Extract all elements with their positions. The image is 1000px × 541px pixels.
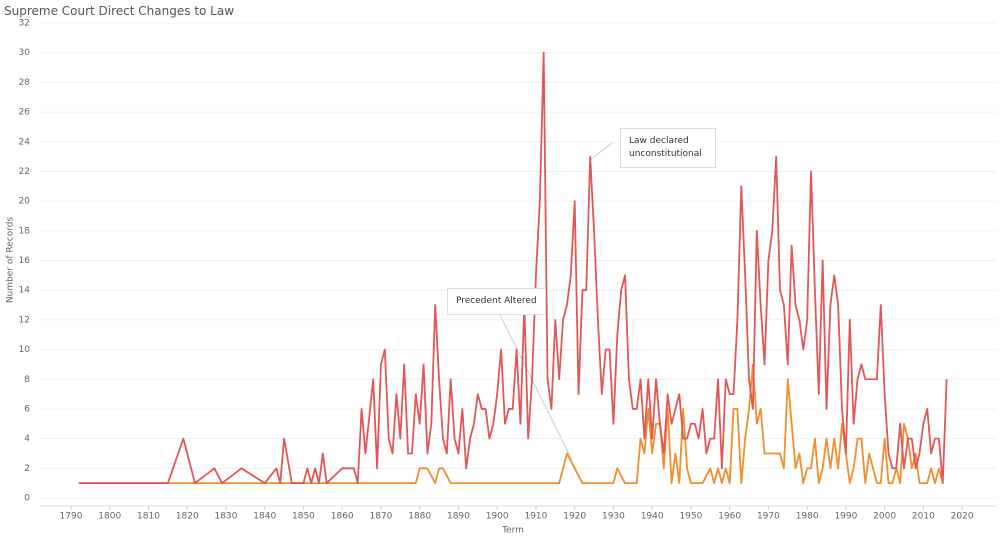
x-tick-label: 1870 [370, 512, 393, 522]
y-tick-label: 14 [19, 286, 31, 296]
x-tick-label: 2010 [912, 512, 935, 522]
x-tick-label: 1850 [292, 512, 315, 522]
x-tick-label: 1890 [447, 512, 470, 522]
x-tick-label: 2000 [873, 512, 896, 522]
y-tick-label: 28 [19, 78, 31, 88]
x-tick-label: 1930 [602, 512, 625, 522]
leader-line [494, 304, 573, 461]
y-tick-label: 16 [19, 256, 31, 266]
x-tick-label: 1860 [331, 512, 354, 522]
x-tick-label: 1810 [137, 512, 160, 522]
chart-title: Supreme Court Direct Changes to Law [4, 4, 235, 18]
x-tick-label: 1960 [718, 512, 741, 522]
series-line [78, 51, 948, 485]
y-tick-label: 30 [19, 48, 31, 58]
y-tick-label: 4 [24, 434, 30, 444]
y-tick-label: 6 [24, 404, 30, 414]
y-tick-label: 12 [19, 315, 30, 325]
x-tick-label: 1900 [486, 512, 509, 522]
y-tick-label: 24 [19, 137, 31, 147]
y-tick-label: 18 [19, 226, 31, 236]
y-tick-label: 2 [24, 464, 30, 474]
x-tick-label: 1950 [679, 512, 702, 522]
y-axis-label: Number of Records [6, 217, 16, 304]
x-tick-label: 1990 [834, 512, 857, 522]
x-tick-label: 1840 [253, 512, 276, 522]
y-tick-label: 0 [24, 494, 30, 504]
y-tick-label: 10 [19, 345, 31, 355]
x-tick-label: 1880 [408, 512, 431, 522]
x-tick-label: 1790 [60, 512, 83, 522]
x-tick-label: 2020 [951, 512, 974, 522]
x-tick-label: 1970 [757, 512, 780, 522]
x-tick-label: 1980 [796, 512, 819, 522]
x-tick-label: 1800 [98, 512, 121, 522]
x-tick-label: 1940 [641, 512, 664, 522]
x-tick-label: 1830 [215, 512, 238, 522]
x-tick-label: 1820 [176, 512, 199, 522]
annotation: Precedent Altered [447, 288, 546, 315]
y-tick-label: 32 [19, 19, 30, 29]
x-tick-label: 1910 [524, 512, 547, 522]
annotation: Law declared unconstitutional [620, 128, 716, 168]
y-tick-label: 20 [19, 197, 31, 207]
leader-line [589, 142, 613, 161]
x-axis-label: Term [501, 526, 524, 536]
y-tick-label: 26 [19, 108, 31, 118]
series-line [78, 363, 944, 485]
y-tick-label: 22 [19, 167, 30, 177]
y-tick-label: 8 [24, 375, 30, 385]
x-tick-label: 1920 [563, 512, 586, 522]
